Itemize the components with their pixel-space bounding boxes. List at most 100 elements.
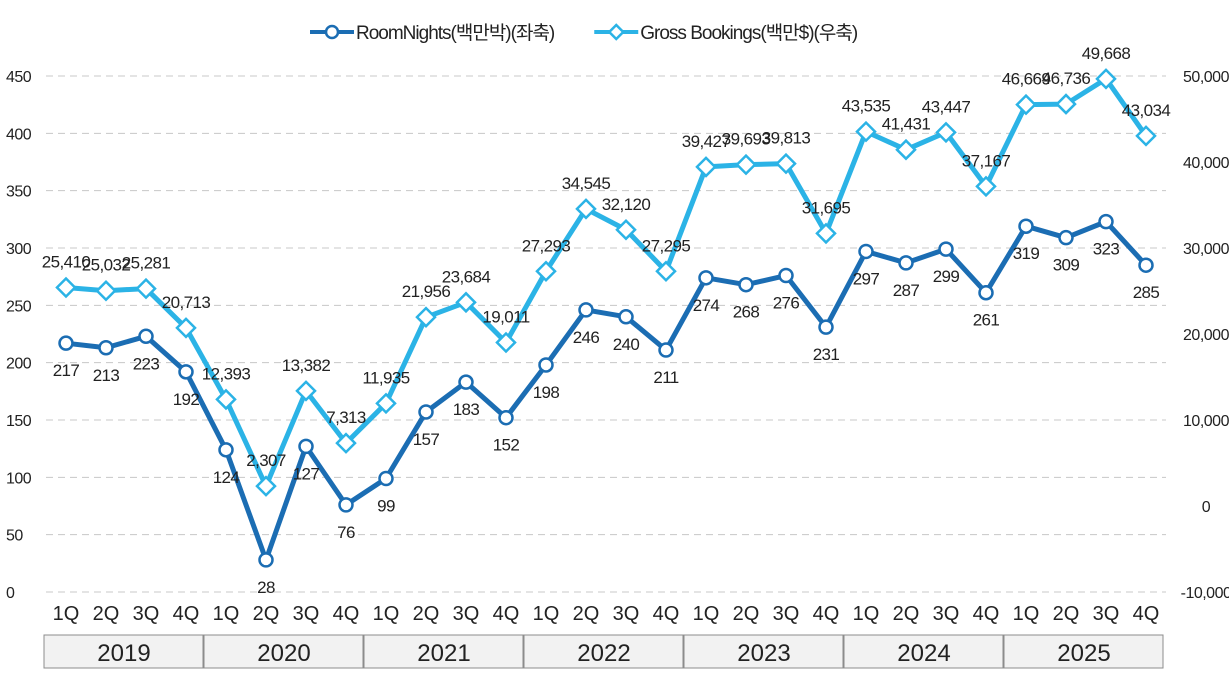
x-tick-label: 2Q xyxy=(413,603,440,625)
x-tick-label: 2Q xyxy=(253,603,280,625)
data-label: 43,535 xyxy=(842,97,891,116)
marker xyxy=(1095,68,1117,90)
marker xyxy=(655,260,677,283)
marker xyxy=(495,331,517,354)
series-line xyxy=(65,219,1148,563)
data-label: 11,935 xyxy=(362,368,409,387)
x-tick-label: 2Q xyxy=(93,603,120,625)
y2-tick-label: 0 xyxy=(1202,499,1211,516)
marker xyxy=(618,309,634,325)
year-label: 2021 xyxy=(417,640,470,667)
marker xyxy=(575,198,597,220)
legend-marker xyxy=(324,24,340,40)
data-label: 43,447 xyxy=(922,97,971,116)
y2-tick-label: 40,000 xyxy=(1183,155,1229,172)
marker xyxy=(1058,229,1074,246)
data-label: 23,684 xyxy=(442,267,491,286)
y2-tick-label: 10,000 xyxy=(1183,413,1229,430)
x-tick-label: 1Q xyxy=(53,603,80,625)
data-label: 25,410 xyxy=(42,252,91,271)
x-tick-label: 3Q xyxy=(133,603,160,625)
marker xyxy=(175,317,197,339)
data-label: 39,427 xyxy=(682,132,731,151)
data-label: 27,293 xyxy=(522,236,571,255)
marker xyxy=(778,267,794,284)
marker xyxy=(338,497,354,513)
marker xyxy=(738,276,754,293)
marker xyxy=(295,380,317,402)
legend-marker xyxy=(607,23,626,41)
y-tick-label: 400 xyxy=(6,126,32,143)
data-label: 41,431 xyxy=(882,115,931,134)
marker xyxy=(815,222,837,245)
marker xyxy=(498,409,514,426)
year-box xyxy=(683,634,844,669)
y-tick-label: 450 xyxy=(6,69,32,86)
marker xyxy=(775,152,797,175)
data-label: 12,393 xyxy=(202,364,251,383)
data-label: 31,695 xyxy=(802,198,851,217)
data-label: 25,032 xyxy=(82,256,131,275)
marker xyxy=(415,306,437,328)
data-label: 27,295 xyxy=(642,236,691,255)
x-tick-label: 4Q xyxy=(173,603,200,625)
data-label: 7,313 xyxy=(326,408,366,427)
y2-tick-label: -10,000 xyxy=(1181,585,1229,602)
data-label: 192 xyxy=(173,390,200,409)
x-tick-label: 1Q xyxy=(693,603,720,625)
y2-tick-label: 30,000 xyxy=(1183,241,1229,258)
data-label: 246 xyxy=(573,328,600,347)
data-label: 261 xyxy=(973,311,1000,330)
data-label: 285 xyxy=(1133,283,1160,302)
data-label: 157 xyxy=(413,430,440,449)
marker xyxy=(578,302,594,318)
marker xyxy=(455,291,477,314)
data-label: 198 xyxy=(533,383,560,402)
data-label: 28 xyxy=(257,578,275,597)
y-tick-label: 100 xyxy=(6,470,32,487)
marker xyxy=(138,328,154,345)
x-tick-label: 2Q xyxy=(573,603,600,625)
series-line xyxy=(65,76,1149,489)
data-label: 43,034 xyxy=(1122,101,1171,120)
year-label: 2023 xyxy=(737,640,790,667)
data-label: 240 xyxy=(613,335,640,354)
y-tick-label: 150 xyxy=(6,413,32,430)
x-tick-label: 4Q xyxy=(973,603,1000,625)
x-tick-label: 4Q xyxy=(1133,603,1160,625)
data-label: 39,693 xyxy=(722,130,771,149)
marker xyxy=(855,120,877,143)
x-tick-label: 1Q xyxy=(213,603,240,625)
year-box xyxy=(203,634,364,669)
data-label: 309 xyxy=(1053,256,1080,275)
marker xyxy=(1135,125,1157,147)
marker xyxy=(98,340,114,356)
data-label: 76 xyxy=(337,523,355,542)
marker xyxy=(375,392,397,415)
data-label: 268 xyxy=(733,303,760,322)
marker xyxy=(1055,93,1077,115)
marker xyxy=(55,276,77,299)
year-label: 2019 xyxy=(97,640,150,667)
data-label: 34,545 xyxy=(562,174,611,193)
marker xyxy=(135,277,157,300)
data-label: 213 xyxy=(93,366,120,385)
data-label: 32,120 xyxy=(602,195,651,214)
marker xyxy=(215,388,237,411)
marker xyxy=(95,279,117,302)
y-tick-label: 300 xyxy=(6,241,32,258)
x-tick-label: 3Q xyxy=(1093,603,1120,625)
marker xyxy=(538,357,554,373)
year-label: 2020 xyxy=(257,640,310,667)
y-tick-label: 0 xyxy=(6,585,15,602)
legend-label: Gross Bookings(백만$)(우축) xyxy=(640,22,858,44)
marker xyxy=(1138,257,1154,273)
x-tick-label: 4Q xyxy=(493,603,520,625)
y-tick-label: 200 xyxy=(6,356,32,373)
data-label: 49,668 xyxy=(1082,44,1131,63)
data-label: 2,307 xyxy=(246,451,286,470)
marker xyxy=(458,374,474,390)
year-box xyxy=(43,634,204,669)
marker xyxy=(698,270,714,286)
